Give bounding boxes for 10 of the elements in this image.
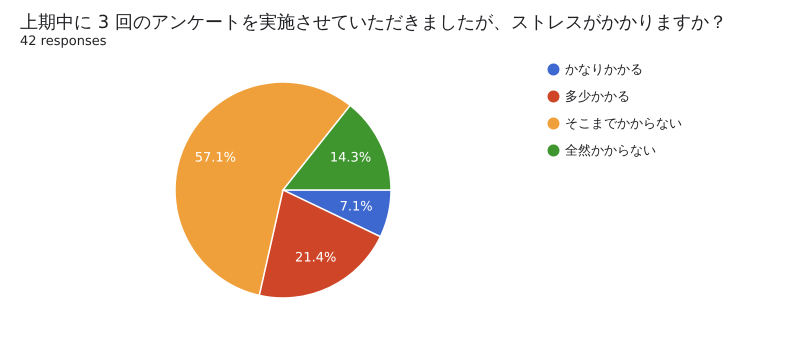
legend-label: そこまでかからない (565, 116, 682, 132)
text: 42 responses (20, 34, 107, 49)
chart-title: 上期中に 3 回のアンケートを実施させていただきましたが、ストレスがかかりますか？ (20, 12, 727, 33)
data-label: 21.4% (295, 250, 336, 266)
legend-label: 全然かからない (565, 144, 656, 158)
legend-label: 多少かかる (565, 90, 630, 104)
data-label: 14.3% (330, 150, 372, 166)
data-label: 57.1% (194, 150, 236, 166)
legend-label: かなりかかる (565, 62, 643, 78)
data-label: 7.1% (340, 200, 373, 215)
